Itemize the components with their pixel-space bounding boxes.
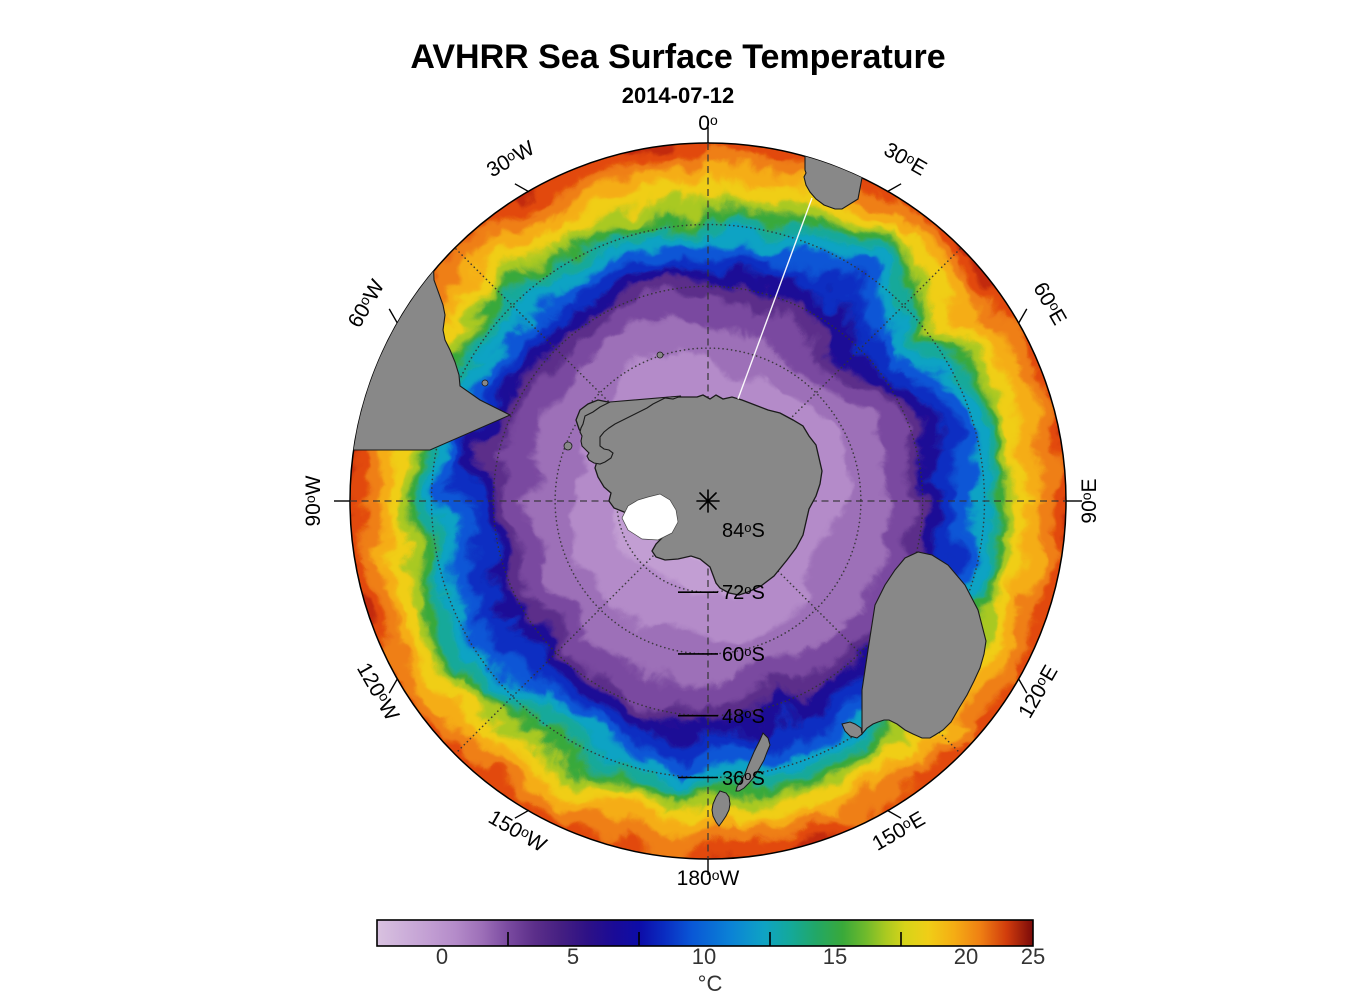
svg-text:20: 20	[954, 944, 978, 969]
svg-text:10: 10	[692, 944, 716, 969]
svg-text:15: 15	[823, 944, 847, 969]
svg-text:0: 0	[436, 944, 448, 969]
svg-text:30oW: 30oW	[483, 137, 539, 182]
svg-text:60oS: 60oS	[722, 644, 765, 666]
svg-text:2014-07-12: 2014-07-12	[622, 83, 735, 108]
svg-text:180oW: 180oW	[677, 867, 740, 890]
svg-text:5: 5	[567, 944, 579, 969]
svg-text:°C: °C	[698, 971, 723, 996]
svg-text:84oS: 84oS	[722, 520, 765, 542]
svg-text:72oS: 72oS	[722, 582, 765, 604]
svg-text:90oE: 90oE	[1078, 478, 1101, 523]
svg-text:48oS: 48oS	[722, 706, 765, 728]
svg-text:AVHRR Sea Surface Temperature: AVHRR Sea Surface Temperature	[410, 38, 945, 76]
svg-text:60oE: 60oE	[1028, 278, 1071, 329]
svg-text:25: 25	[1021, 944, 1045, 969]
svg-text:30oE: 30oE	[880, 138, 931, 181]
svg-text:36oS: 36oS	[722, 768, 765, 790]
svg-text:60oW: 60oW	[344, 276, 389, 332]
svg-text:90oW: 90oW	[302, 475, 325, 526]
svg-text:0o: 0o	[698, 112, 718, 135]
